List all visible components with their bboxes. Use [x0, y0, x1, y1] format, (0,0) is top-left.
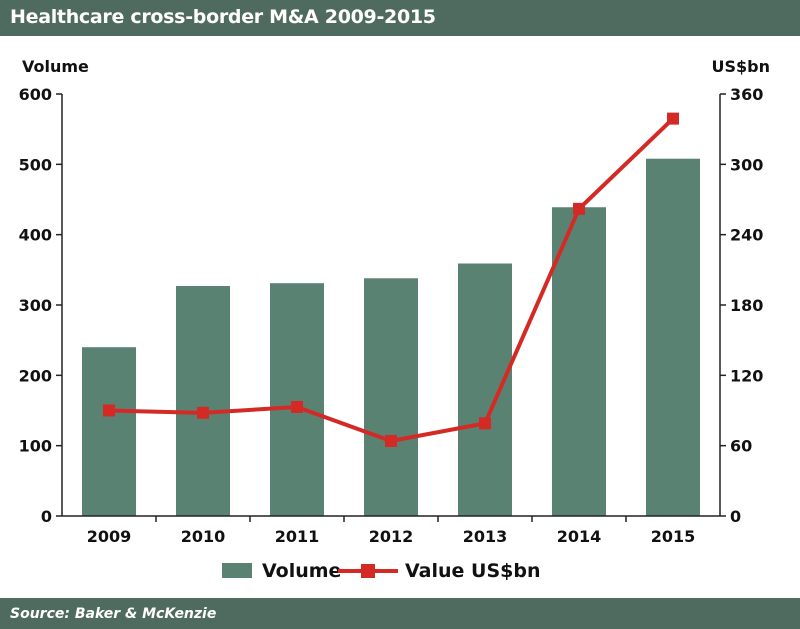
right-tick-label: 120	[730, 366, 763, 385]
source-note: Source: Baker & McKenzie	[0, 600, 800, 629]
left-axis-label: Volume	[22, 57, 89, 76]
left-tick-label: 400	[19, 226, 52, 245]
x-category-label: 2014	[557, 527, 602, 546]
x-category-label: 2009	[87, 527, 132, 546]
right-tick-label: 300	[730, 155, 763, 174]
bar-volume-2011	[270, 283, 324, 516]
bar-volume-2013	[458, 263, 512, 516]
left-tick-label: 600	[19, 85, 52, 104]
bar-volume-2009	[82, 347, 136, 516]
x-category-label: 2011	[275, 527, 320, 546]
value-marker-2009	[103, 404, 115, 417]
bar-volume-2014	[552, 207, 606, 516]
legend-value-marker	[361, 564, 375, 578]
bar-volume-2012	[364, 278, 418, 516]
legend-value-label: Value US$bn	[405, 560, 541, 582]
right-tick-label: 360	[730, 85, 763, 104]
x-category-label: 2010	[181, 527, 226, 546]
right-tick-label: 180	[730, 296, 763, 315]
bar-volume-2010	[176, 286, 230, 516]
value-marker-2014	[573, 202, 585, 215]
value-marker-2011	[291, 400, 303, 413]
chart-panel: Volume US$bn 0 100 200 300 400 500 600 0 60 120 1…	[0, 36, 800, 598]
x-category-label: 2015	[651, 527, 696, 546]
value-marker-2015	[667, 112, 679, 125]
value-marker-2012	[385, 434, 397, 447]
chart-legend: Volume Value US$bn	[222, 560, 541, 582]
left-tick-label: 300	[19, 296, 52, 315]
left-tick-label: 500	[19, 155, 52, 174]
right-tick-label: 0	[730, 507, 741, 526]
x-category-label: 2013	[463, 527, 508, 546]
x-category-label: 2012	[369, 527, 414, 546]
left-tick-label: 200	[19, 366, 52, 385]
value-marker-2013	[479, 417, 491, 430]
value-marker-2010	[197, 406, 209, 419]
left-tick-label: 0	[41, 507, 52, 526]
legend-volume-label: Volume	[262, 560, 341, 582]
right-tick-label: 60	[730, 437, 752, 456]
chart-svg: Volume US$bn 0 100 200 300 400 500 600 0 60 120 1…	[19, 57, 771, 582]
legend-volume-swatch	[222, 563, 252, 578]
bar-volume-2015	[646, 158, 700, 516]
chart-title: Healthcare cross-border M&A 2009-2015	[0, 0, 800, 34]
left-tick-label: 100	[19, 437, 52, 456]
right-axis-label: US$bn	[712, 57, 771, 76]
right-tick-label: 240	[730, 226, 763, 245]
